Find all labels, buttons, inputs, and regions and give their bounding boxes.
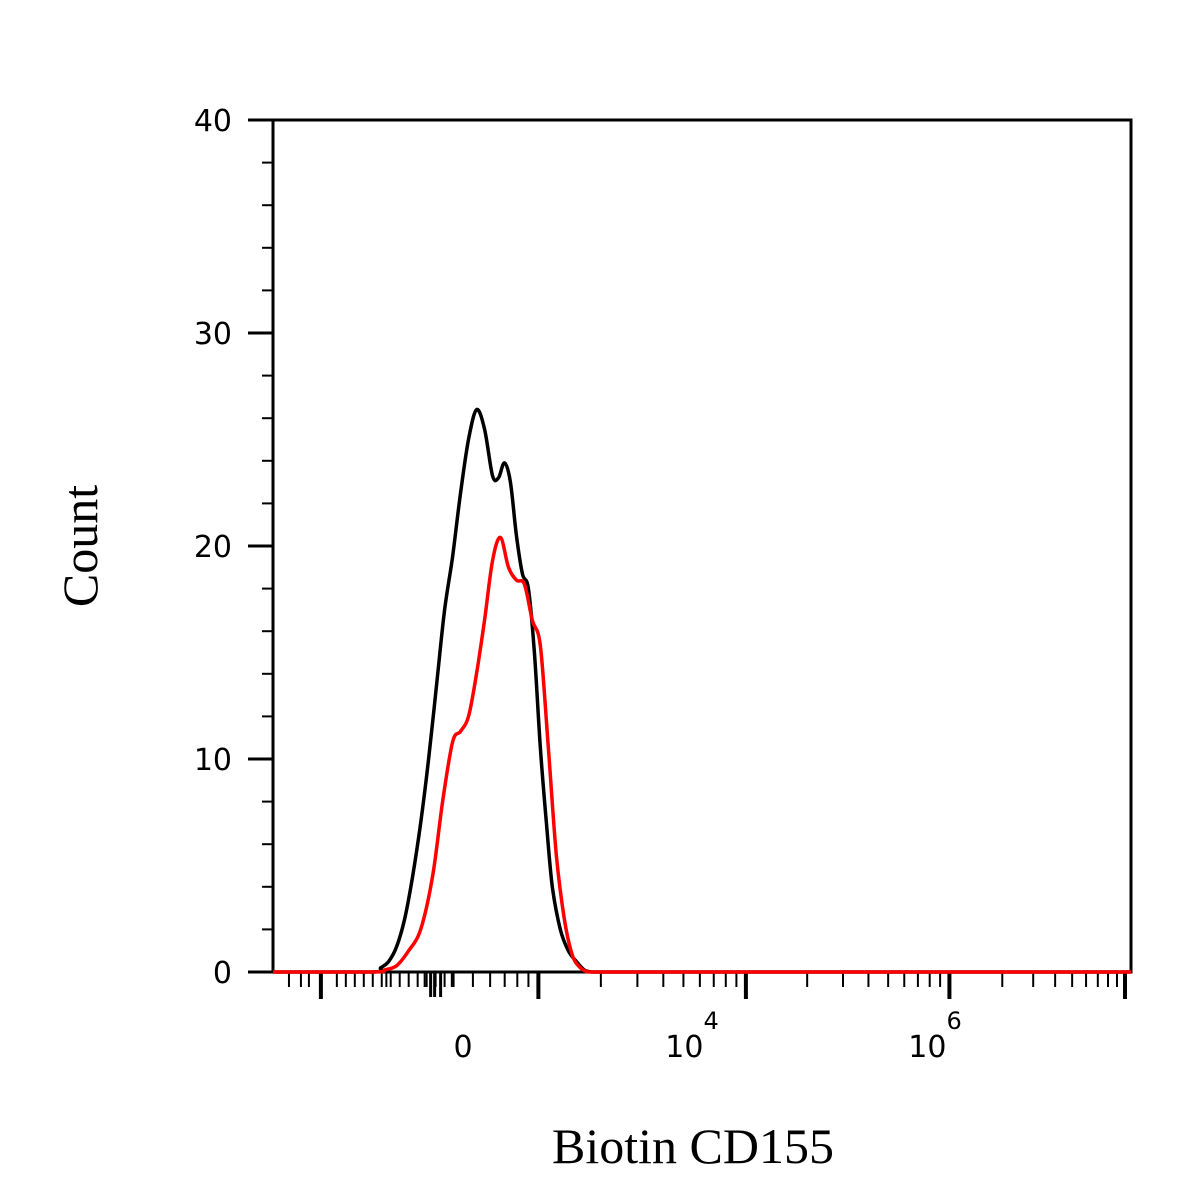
stained-series-line [273, 535, 1131, 974]
x-tick-label: 0 [453, 1030, 472, 1065]
x-tick-label: 106 [908, 1007, 961, 1065]
x-tick-label: 104 [665, 1007, 718, 1065]
y-tick-label: 30 [194, 317, 232, 352]
y-tick-label: 20 [194, 530, 232, 565]
y-axis: 0 10 20 30 40 [194, 104, 273, 991]
y-tick-label: 10 [194, 743, 232, 778]
series-layer [273, 407, 1131, 974]
control-series-line [273, 407, 1131, 974]
plot-frame [271, 118, 1133, 974]
y-axis-title: Count [52, 485, 108, 607]
x-axis: 0 104 106 [287, 973, 1128, 1065]
y-tick-label: 40 [194, 104, 232, 139]
y-tick-label: 0 [213, 956, 232, 991]
x-axis-title: Biotin CD155 [552, 1118, 834, 1174]
